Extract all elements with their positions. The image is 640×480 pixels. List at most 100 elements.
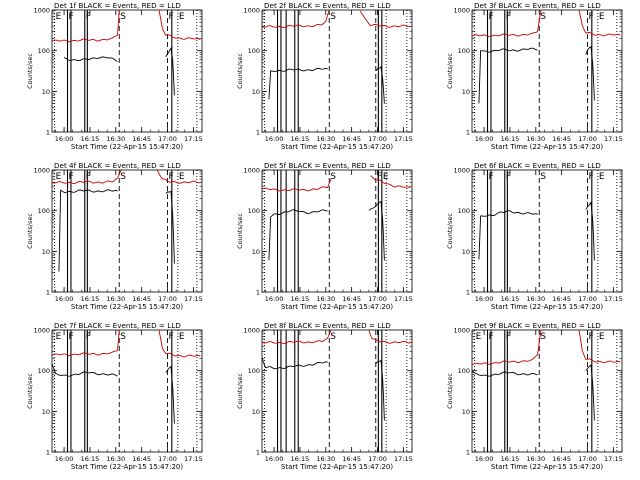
x-tick-label: 16:30	[316, 455, 335, 463]
y-axis-label: Counts/sec	[236, 53, 244, 89]
x-tick-label: 16:30	[526, 135, 545, 143]
panel-title: Det 3f BLACK = Events, RED = LLD	[474, 1, 601, 10]
lld-rate-line	[370, 175, 411, 189]
x-tick-label: 16:00	[265, 295, 284, 303]
y-tick-label: 1000	[453, 167, 470, 175]
x-tick-label: 16:30	[526, 455, 545, 463]
detector-panel: Det 3f BLACK = Events, RED = LLD 1 10 100 10…	[446, 1, 623, 151]
x-tick-label: 16:45	[552, 295, 571, 303]
panel-title: Det 4f BLACK = Events, RED = LLD	[54, 161, 181, 170]
plot-frame	[471, 169, 623, 293]
x-tick-label: 17:15	[394, 455, 413, 463]
x-axis-label: Start Time (22-Apr-15 15:47:20)	[281, 463, 393, 471]
lld-rate-line	[261, 329, 332, 344]
y-axis-label: Counts/sec	[26, 213, 34, 249]
x-tick-label: 17:15	[604, 135, 623, 143]
y-tick-label: 1000	[243, 7, 260, 15]
x-tick-label: 16:15	[81, 295, 100, 303]
event-marker-label: F	[169, 172, 174, 182]
panel-title: Det 5f BLACK = Events, RED = LLD	[264, 161, 391, 170]
event-marker-label: F	[506, 332, 511, 342]
event-marker-label: E	[599, 332, 605, 342]
x-tick-label: 17:00	[368, 295, 387, 303]
x-tick-label: 16:45	[342, 135, 361, 143]
lld-rate-line	[578, 329, 621, 364]
x-tick-label: 16:30	[526, 295, 545, 303]
y-tick-label: 1	[256, 289, 260, 297]
event-marker-label: F	[169, 12, 174, 22]
plot-frame	[471, 9, 623, 133]
event-marker-label: E	[179, 12, 185, 22]
y-tick-label: 1000	[243, 167, 260, 175]
x-tick-label: 17:00	[158, 455, 177, 463]
lld-rate-line	[578, 9, 621, 37]
plot-frame	[51, 9, 203, 133]
x-tick-label: 17:00	[158, 295, 177, 303]
lld-rate-line	[471, 9, 542, 38]
event-marker-label: F	[589, 332, 594, 342]
x-tick-label: 16:15	[81, 135, 100, 143]
y-axis-label: Counts/sec	[446, 53, 454, 89]
y-tick-label: 10	[252, 248, 260, 256]
x-tick-label: 16:15	[291, 455, 310, 463]
y-tick-label: 1	[466, 449, 470, 457]
y-tick-label: 10	[42, 88, 50, 96]
x-tick-label: 16:00	[55, 455, 74, 463]
y-tick-label: 10	[252, 88, 260, 96]
y-axis-label: Counts/sec	[26, 373, 34, 409]
x-axis-label: Start Time (22-Apr-15 15:47:20)	[281, 143, 393, 151]
panel-title: Det 6f BLACK = Events, RED = LLD	[474, 161, 601, 170]
event-marker-label: S	[120, 172, 126, 182]
y-tick-label: 1	[256, 129, 260, 137]
plot-frame	[261, 9, 413, 133]
x-axis-label: Start Time (22-Apr-15 15:47:20)	[71, 463, 183, 471]
y-tick-label: 10	[462, 408, 470, 416]
x-tick-label: 16:45	[342, 295, 361, 303]
panel-title: Det 2f BLACK = Events, RED = LLD	[264, 1, 391, 10]
event-marker-label: F	[86, 12, 91, 22]
lld-rate-line	[359, 10, 411, 28]
event-marker-label: E	[56, 172, 62, 182]
y-tick-label: 100	[248, 47, 260, 55]
y-tick-label: 1000	[33, 327, 50, 335]
events-rate-line	[261, 357, 328, 370]
event-marker-label: S	[330, 172, 336, 182]
panel-title: Det 9f BLACK = Events, RED = LLD	[474, 321, 601, 330]
lld-rate-line	[261, 9, 330, 28]
event-marker-label: F	[589, 12, 594, 22]
event-marker-label: S	[120, 332, 126, 342]
plot-frame	[261, 169, 413, 293]
detector-panel: Det 4f BLACK = Events, RED = LLD 1 10 100 10…	[26, 161, 203, 311]
y-axis-label: Counts/sec	[26, 53, 34, 89]
lld-rate-line	[156, 169, 201, 184]
x-tick-label: 16:45	[342, 455, 361, 463]
plot-frame	[51, 329, 203, 453]
events-rate-line	[58, 189, 118, 272]
y-tick-label: 1	[466, 289, 470, 297]
x-tick-label: 16:00	[55, 295, 74, 303]
x-tick-label: 16:45	[552, 455, 571, 463]
event-marker-label: E	[599, 172, 605, 182]
events-rate-line	[51, 363, 118, 377]
lld-rate-line	[51, 169, 122, 184]
events-rate-line	[268, 209, 328, 261]
y-tick-label: 1	[256, 449, 260, 457]
y-axis-label: Counts/sec	[236, 213, 244, 249]
lld-rate-line	[51, 329, 120, 356]
x-axis-label: Start Time (22-Apr-15 15:47:20)	[491, 463, 603, 471]
y-tick-label: 100	[458, 47, 470, 55]
event-marker-label: S	[540, 172, 546, 182]
y-tick-label: 1	[46, 289, 50, 297]
lld-rate-line	[158, 9, 201, 41]
x-tick-label: 17:00	[158, 135, 177, 143]
y-tick-label: 10	[42, 248, 50, 256]
x-tick-label: 17:00	[578, 135, 597, 143]
events-rate-line	[368, 200, 385, 261]
y-tick-label: 100	[458, 367, 470, 375]
x-tick-label: 16:00	[55, 135, 74, 143]
event-marker-label: F	[86, 172, 91, 182]
y-axis-label: Counts/sec	[446, 213, 454, 249]
x-tick-label: 16:30	[106, 135, 125, 143]
x-tick-label: 16:15	[81, 455, 100, 463]
events-rate-line	[165, 46, 175, 96]
